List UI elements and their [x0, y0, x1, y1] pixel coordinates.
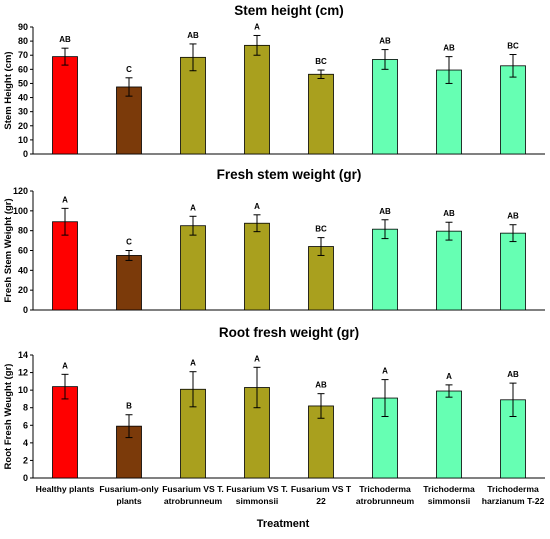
bar — [500, 232, 526, 311]
y-tick-label: 120 — [13, 186, 28, 196]
chart-panel-1: Stem height (cm) Stem Height (cm) 0 10 20 30 4… — [3, 3, 545, 159]
bar — [180, 56, 206, 155]
panel-title: Fresh stem weight (gr) — [217, 167, 362, 182]
y-tick-label: 80 — [18, 226, 28, 236]
bar — [244, 222, 270, 311]
bar — [52, 56, 78, 155]
y-tick-label: 0 — [23, 149, 28, 159]
y-tick-label: 2 — [23, 455, 28, 465]
chart-panel-2: Fresh stem weight (gr) Fresh Stem Weight … — [3, 167, 545, 315]
bar — [372, 228, 398, 311]
bar — [500, 65, 526, 155]
y-tick-label: 10 — [18, 385, 28, 395]
y-tick-label: 40 — [18, 93, 28, 103]
y-tick-label: 70 — [18, 50, 28, 60]
category-label: harzianum T-22 — [482, 496, 545, 506]
category-label: Healthy plants — [36, 484, 95, 494]
significance-letter: AB — [507, 370, 519, 379]
significance-letter: A — [254, 202, 260, 211]
category-label: Trichoderma — [487, 484, 539, 494]
bar — [372, 59, 398, 155]
category-label: atrobrunneum — [164, 496, 223, 506]
significance-letter: A — [190, 359, 196, 368]
bar — [308, 73, 334, 155]
significance-letter: AB — [187, 31, 199, 40]
y-tick-label: 40 — [18, 265, 28, 275]
x-axis-label: Treatment — [257, 518, 310, 530]
significance-letter: AB — [315, 381, 327, 390]
y-tick-label: 0 — [23, 473, 28, 483]
category-label: atrobrunneum — [356, 496, 415, 506]
y-axis-label: Root Fresh Weught (gr) — [3, 364, 14, 470]
significance-letter: A — [254, 354, 260, 363]
category-label: simmonsii — [236, 496, 279, 506]
category-label: Fusarium VS T. — [162, 484, 224, 494]
significance-letter: C — [126, 65, 132, 74]
y-tick-label: 0 — [23, 305, 28, 315]
panel-title: Root fresh weight (gr) — [219, 325, 359, 340]
category-label: Fusarium-only — [99, 484, 158, 494]
significance-letter: AB — [379, 37, 391, 46]
bar — [436, 390, 462, 479]
y-tick-label: 8 — [23, 403, 28, 413]
y-tick-label: 10 — [18, 135, 28, 145]
significance-letter: AB — [59, 35, 71, 44]
category-label: 22 — [316, 496, 326, 506]
significance-letter: AB — [379, 207, 391, 216]
significance-letter: A — [62, 361, 68, 370]
y-tick-label: 6 — [23, 420, 28, 430]
category-label: plants — [116, 496, 142, 506]
bar — [436, 69, 462, 155]
significance-letter: A — [382, 367, 388, 376]
significance-letter: A — [254, 22, 260, 31]
significance-letter: B — [126, 402, 132, 411]
category-label: simmonsii — [428, 496, 471, 506]
significance-letter: AB — [443, 44, 455, 53]
y-tick-label: 90 — [18, 22, 28, 32]
category-label: Trichoderma — [359, 484, 411, 494]
y-tick-label: 20 — [18, 121, 28, 131]
significance-letter: A — [190, 203, 196, 212]
category-label: Trichoderma — [423, 484, 475, 494]
bar — [308, 246, 334, 311]
bar — [180, 225, 206, 311]
panel-title: Stem height (cm) — [234, 3, 344, 18]
category-label: Fusarium VS T — [291, 484, 352, 494]
significance-letter: BC — [315, 225, 327, 234]
y-tick-label: 100 — [13, 206, 28, 216]
bar — [436, 230, 462, 311]
y-tick-label: 50 — [18, 78, 28, 88]
y-tick-label: 60 — [18, 246, 28, 256]
y-tick-label: 14 — [18, 350, 28, 360]
significance-letter: AB — [507, 212, 519, 221]
significance-letter: A — [62, 195, 68, 204]
bar — [244, 44, 270, 155]
significance-letter: AB — [443, 209, 455, 218]
significance-letter: BC — [315, 57, 327, 66]
y-tick-label: 12 — [18, 368, 28, 378]
y-tick-label: 20 — [18, 285, 28, 295]
bar — [52, 386, 78, 479]
category-label: Fusarium VS T. — [226, 484, 288, 494]
y-tick-label: 60 — [18, 64, 28, 74]
y-tick-label: 4 — [23, 438, 28, 448]
significance-letter: BC — [507, 42, 519, 51]
y-axis-label: Fresh Stem Weight (gr) — [3, 198, 14, 302]
significance-letter: A — [446, 372, 452, 381]
y-tick-label: 30 — [18, 107, 28, 117]
y-tick-label: 80 — [18, 36, 28, 46]
significance-letter: C — [126, 238, 132, 247]
bar — [52, 221, 78, 311]
y-axis-label: Stem Height (cm) — [3, 51, 14, 129]
bar — [116, 86, 142, 155]
chart-panel-3: Root fresh weight (gr) Root Fresh Weught … — [3, 325, 545, 483]
bar — [116, 255, 142, 311]
